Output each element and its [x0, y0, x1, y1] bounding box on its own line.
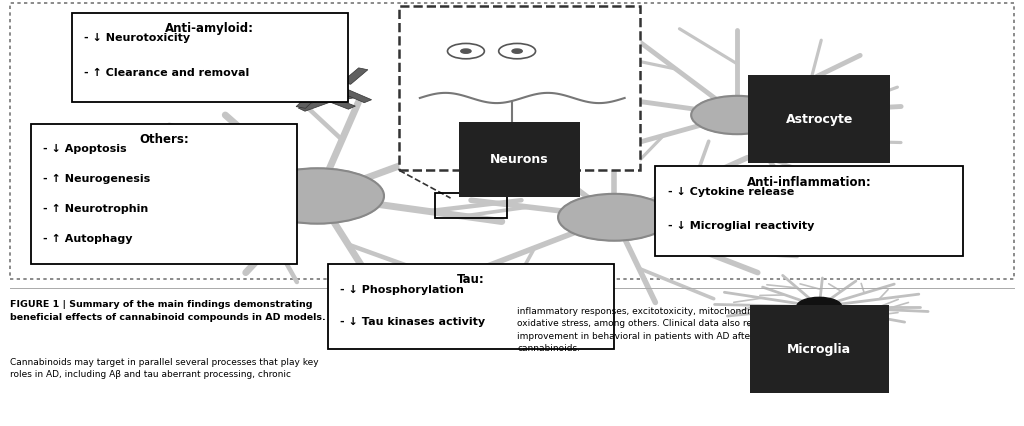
- Bar: [258, 66, 290, 81]
- FancyBboxPatch shape: [72, 13, 348, 102]
- Text: - ↑ Neurotrophin: - ↑ Neurotrophin: [43, 204, 148, 214]
- Bar: [265, 84, 301, 98]
- Bar: [259, 80, 299, 86]
- Bar: [341, 68, 368, 84]
- Text: Cannabinoids may target in parallel several processes that play key
roles in AD,: Cannabinoids may target in parallel seve…: [10, 358, 318, 379]
- Text: - ↑ Neurogenesis: - ↑ Neurogenesis: [43, 174, 151, 184]
- Bar: [291, 66, 307, 83]
- Text: - ↓ Neurotoxicity: - ↓ Neurotoxicity: [84, 33, 190, 43]
- Text: - ↑ Clearance and removal: - ↑ Clearance and removal: [84, 68, 249, 78]
- Circle shape: [251, 168, 384, 224]
- Text: - ↓ Phosphorylation: - ↓ Phosphorylation: [340, 285, 464, 295]
- Text: Astrocyte: Astrocyte: [785, 113, 853, 126]
- Bar: [328, 83, 354, 100]
- Text: Others:: Others:: [139, 133, 188, 146]
- Text: Tau:: Tau:: [457, 273, 485, 287]
- Bar: [304, 75, 343, 86]
- FancyBboxPatch shape: [399, 6, 640, 170]
- Text: - ↑ Autophagy: - ↑ Autophagy: [43, 234, 132, 244]
- FancyBboxPatch shape: [31, 124, 297, 264]
- Circle shape: [558, 194, 671, 241]
- Text: inflammatory responses, excitotoxicity, mitochondrial dysfunction, and
oxidative: inflammatory responses, excitotoxicity, …: [517, 307, 840, 353]
- Circle shape: [500, 155, 524, 165]
- Circle shape: [461, 49, 471, 53]
- Bar: [288, 70, 324, 84]
- Circle shape: [797, 297, 842, 316]
- Bar: [337, 88, 372, 103]
- Text: - ↓ Cytokine release: - ↓ Cytokine release: [668, 187, 794, 197]
- Text: - ↓ Tau kinases activity: - ↓ Tau kinases activity: [340, 317, 485, 327]
- Circle shape: [512, 49, 522, 53]
- Text: Microglia: Microglia: [787, 343, 851, 356]
- Circle shape: [691, 96, 783, 134]
- Text: - ↓ Apoptosis: - ↓ Apoptosis: [43, 144, 127, 154]
- FancyBboxPatch shape: [328, 264, 614, 349]
- Bar: [298, 98, 335, 111]
- Text: Anti-inflammation:: Anti-inflammation:: [746, 176, 871, 189]
- Text: - ↓ Microglial reactivity: - ↓ Microglial reactivity: [668, 221, 814, 231]
- FancyBboxPatch shape: [655, 166, 963, 256]
- Text: Anti-amyloid:: Anti-amyloid:: [166, 22, 254, 35]
- Bar: [319, 95, 355, 109]
- Bar: [296, 92, 321, 108]
- Text: Neurons: Neurons: [490, 153, 549, 166]
- Text: FIGURE 1 | Summary of the main findings demonstrating
beneficial effects of cann: FIGURE 1 | Summary of the main findings …: [10, 300, 326, 322]
